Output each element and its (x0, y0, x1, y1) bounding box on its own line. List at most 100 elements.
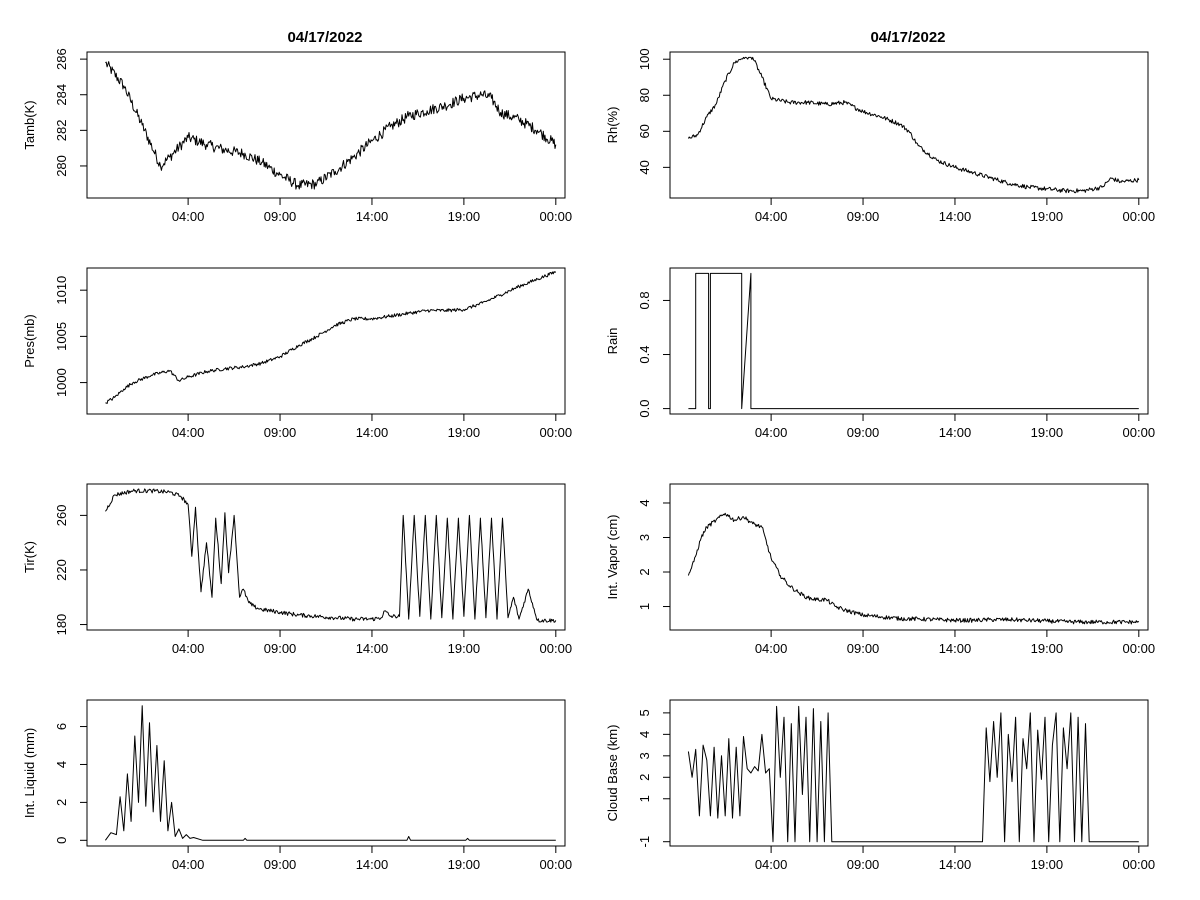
series-line-liquid-0 (104, 705, 556, 841)
y-tick-label-rh-1: 60 (637, 124, 652, 138)
y-tick-label-vapor-2: 3 (637, 534, 652, 541)
x-tick-label-cloudbase-0: 04:00 (755, 857, 788, 872)
y-axis-label-rain: Rain (605, 328, 620, 355)
panel-tir: 04:00 09:00 14:00 19:00 00:00 180 220 260 Tir(K) (22, 483, 573, 656)
x-tick-label-tir-0: 04:00 (172, 641, 205, 656)
x-tick-label-vapor-2: 14:00 (939, 641, 972, 656)
plot-frame-tamb (86, 51, 566, 199)
x-tick-label-rh-1: 09:00 (847, 209, 880, 224)
x-tick-label-tir-2: 14:00 (356, 641, 389, 656)
y-tick-label-tamb-1: 282 (54, 119, 69, 141)
y-axis-label-pres: Pres(mb) (22, 314, 37, 367)
x-tick-label-tamb-2: 14:00 (356, 209, 389, 224)
x-tick-label-cloudbase-1: 09:00 (847, 857, 880, 872)
y-tick-label-tamb-3: 286 (54, 48, 69, 70)
y-axis-label-tamb: Tamb(K) (22, 100, 37, 149)
x-tick-label-tamb-4: 00:00 (540, 209, 573, 224)
y-tick-label-rh-3: 100 (637, 48, 652, 70)
series-line-rh-0 (687, 56, 1140, 194)
y-tick-label-cloudbase-1: 1 (637, 795, 652, 802)
x-tick-label-tir-3: 19:00 (448, 641, 481, 656)
plot-frame-liquid (86, 699, 566, 847)
chart-panels: 04:00 09:00 14:00 19:00 00:00 280 282 284 286 Tam… (22, 48, 1155, 872)
plot-frame-cloudbase (669, 699, 1149, 847)
x-tick-label-pres-4: 00:00 (540, 425, 573, 440)
panel-cloudbase: 04:00 09:00 14:00 19:00 00:00 -1 1 2 3 4 5 Cloud Ba… (605, 699, 1156, 872)
series-line-pres-0 (105, 271, 557, 404)
x-tick-label-liquid-3: 19:00 (448, 857, 481, 872)
panel-pres: 04:00 09:00 14:00 19:00 00:00 1000 1005 1010 Pre… (22, 267, 573, 440)
x-tick-label-rh-4: 00:00 (1123, 209, 1156, 224)
x-tick-label-pres-0: 04:00 (172, 425, 205, 440)
panel-liquid: 04:00 09:00 14:00 19:00 00:00 0 2 4 6 Int. Liquid… (22, 699, 573, 872)
x-tick-label-liquid-1: 09:00 (264, 857, 297, 872)
panel-rain: 04:00 09:00 14:00 19:00 00:00 0.0 0.4 0.8 Rain (605, 267, 1156, 440)
y-tick-label-liquid-2: 4 (54, 761, 69, 768)
y-tick-label-pres-1: 1005 (54, 322, 69, 351)
x-tick-label-vapor-1: 09:00 (847, 641, 880, 656)
y-tick-label-liquid-0: 0 (54, 837, 69, 844)
series-line-vapor-0 (687, 512, 1140, 625)
x-tick-label-vapor-0: 04:00 (755, 641, 788, 656)
y-tick-label-rh-0: 40 (637, 160, 652, 174)
x-tick-label-rain-1: 09:00 (847, 425, 880, 440)
series-line-rain-0 (688, 272, 1139, 410)
y-tick-label-tir-1: 220 (54, 559, 69, 581)
x-tick-label-cloudbase-4: 00:00 (1123, 857, 1156, 872)
plot-frame-pres (86, 267, 566, 415)
plot-frame-vapor (669, 483, 1149, 631)
panel-rh: 04:00 09:00 14:00 19:00 00:00 40 60 80 100 Rh(%) (605, 48, 1155, 224)
series-line-cloudbase-0 (687, 705, 1139, 843)
y-axis-label-tir: Tir(K) (22, 541, 37, 573)
panel-tamb: 04:00 09:00 14:00 19:00 00:00 280 282 284 286 Tam… (22, 48, 572, 224)
chart-title-right: 04/17/2022 (870, 29, 945, 46)
y-tick-label-cloudbase-3: 3 (637, 752, 652, 759)
y-tick-label-rain-1: 0.4 (637, 345, 652, 363)
x-tick-label-rain-2: 14:00 (939, 425, 972, 440)
x-tick-label-tamb-0: 04:00 (172, 209, 205, 224)
y-tick-label-liquid-3: 6 (54, 723, 69, 730)
y-axis-label-rh: Rh(%) (605, 107, 620, 144)
x-tick-label-pres-1: 09:00 (264, 425, 297, 440)
y-tick-label-vapor-3: 4 (637, 499, 652, 506)
y-axis-label-liquid: Int. Liquid (mm) (22, 728, 37, 818)
y-tick-label-pres-2: 1010 (54, 276, 69, 305)
panel-vapor: 04:00 09:00 14:00 19:00 00:00 1 2 3 4 Int. Vapor … (605, 483, 1156, 656)
y-tick-label-cloudbase-2: 2 (637, 774, 652, 781)
x-tick-label-pres-3: 19:00 (448, 425, 481, 440)
plot-frame-rh (669, 51, 1149, 199)
x-tick-label-tamb-3: 19:00 (448, 209, 481, 224)
x-tick-label-rain-3: 19:00 (1031, 425, 1064, 440)
y-axis-label-vapor: Int. Vapor (cm) (605, 514, 620, 599)
x-tick-label-rh-0: 04:00 (755, 209, 788, 224)
x-tick-label-pres-2: 14:00 (356, 425, 389, 440)
y-tick-label-tir-2: 260 (54, 505, 69, 527)
y-tick-label-cloudbase-0: -1 (637, 836, 652, 848)
x-tick-label-rh-3: 19:00 (1031, 209, 1064, 224)
series-line-tamb-0 (105, 61, 557, 190)
x-tick-label-cloudbase-3: 19:00 (1031, 857, 1064, 872)
x-tick-label-cloudbase-2: 14:00 (939, 857, 972, 872)
y-tick-label-tir-0: 180 (54, 614, 69, 636)
y-tick-label-vapor-1: 2 (637, 568, 652, 575)
plot-frame-rain (669, 267, 1149, 415)
y-tick-label-liquid-1: 2 (54, 799, 69, 806)
x-tick-label-vapor-4: 00:00 (1123, 641, 1156, 656)
y-tick-label-pres-0: 1000 (54, 368, 69, 397)
y-tick-label-cloudbase-4: 4 (637, 731, 652, 738)
chart-title-left: 04/17/2022 (287, 29, 362, 46)
x-tick-label-rain-4: 00:00 (1123, 425, 1156, 440)
x-tick-label-vapor-3: 19:00 (1031, 641, 1064, 656)
x-tick-label-rh-2: 14:00 (939, 209, 972, 224)
y-tick-label-tamb-2: 284 (54, 84, 69, 106)
x-tick-label-tir-1: 09:00 (264, 641, 297, 656)
x-tick-label-liquid-4: 00:00 (540, 857, 573, 872)
x-tick-label-tir-4: 00:00 (540, 641, 573, 656)
x-tick-label-rain-0: 04:00 (755, 425, 788, 440)
y-tick-label-tamb-0: 280 (54, 155, 69, 177)
y-axis-label-cloudbase: Cloud Base (km) (605, 725, 620, 822)
x-tick-label-tamb-1: 09:00 (264, 209, 297, 224)
y-tick-label-rain-0: 0.0 (637, 400, 652, 418)
x-tick-label-liquid-0: 04:00 (172, 857, 205, 872)
